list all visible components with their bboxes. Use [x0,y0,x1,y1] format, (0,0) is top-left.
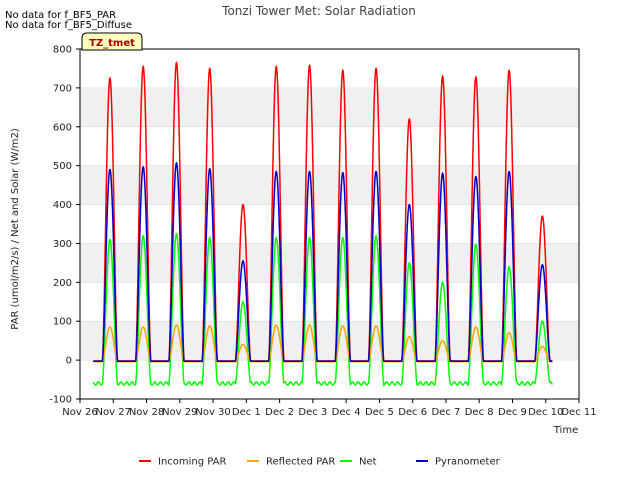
grid-band [80,321,579,361]
y-tick-label: 500 [53,161,72,172]
y-tick-label: 700 [53,83,72,94]
svg-text:TZ_tmet: TZ_tmet [89,38,135,49]
y-tick-label: 600 [53,122,72,133]
series-lines [92,61,554,387]
grid-band [80,87,579,127]
plot-frame [79,48,580,400]
y-tick-label: 800 [53,45,72,56]
legend: Incoming PAR Reflected PAR Net Pyranometer [139,457,501,468]
note-no-data-par: No data for f_BF5_PAR [5,10,116,21]
legend-label-par: Incoming PAR [158,457,227,468]
series-line-pyr [93,161,553,363]
grid-band [80,282,579,322]
x-tick-label: Dec 7 [431,407,460,418]
x-tick-label: Nov 26 [62,407,97,418]
series-line-net [92,232,554,387]
x-tick-label: Nov 30 [195,407,230,418]
grid-band [80,165,579,205]
x-tick-label: Dec 9 [498,407,527,418]
grid-bands [80,48,579,400]
x-tick-label: Dec 11 [561,407,596,418]
grid-band [80,204,579,244]
x-tick-label: Nov 27 [96,407,131,418]
x-tick-label: Dec 5 [365,407,394,418]
note-no-data-diffuse: No data for f_BF5_Diffuse [5,20,132,31]
y-axis-ticks: -100 0 100 200 300 400 500 600 700 800 [49,45,80,406]
x-tick-label: Nov 28 [129,407,164,418]
x-tick-label: Dec 3 [298,407,327,418]
y-tick-label: 300 [53,239,72,250]
x-axis-label: Time [553,425,578,436]
x-tick-label: Dec 2 [265,407,294,418]
x-tick-label: Dec 4 [332,407,361,418]
grid-band [80,243,579,283]
y-tick-label: -100 [49,395,72,406]
legend-label-refl: Reflected PAR [266,457,335,468]
grid-band [80,126,579,166]
x-tick-label: Dec 8 [465,407,494,418]
y-tick-label: 400 [53,200,72,211]
y-axis-label: PAR (umol/m2/s) / Net and Solar (W/m2) [10,128,21,330]
tz-tmet-badge: TZ_tmet [81,32,143,51]
x-tick-label: Nov 29 [162,407,197,418]
grid-band [80,49,579,88]
chart-title: Tonzi Tower Met: Solar Radiation [221,4,416,18]
x-tick-label: Dec 6 [398,407,427,418]
y-tick-label: 200 [53,278,72,289]
legend-label-net: Net [359,457,377,468]
y-tick-label: 100 [53,317,72,328]
x-tick-label: Dec 10 [528,407,563,418]
grid-band [80,360,579,399]
legend-label-pyr: Pyranometer [435,457,501,468]
y-tick-label: 0 [66,356,72,367]
x-tick-label: Dec 1 [232,407,261,418]
